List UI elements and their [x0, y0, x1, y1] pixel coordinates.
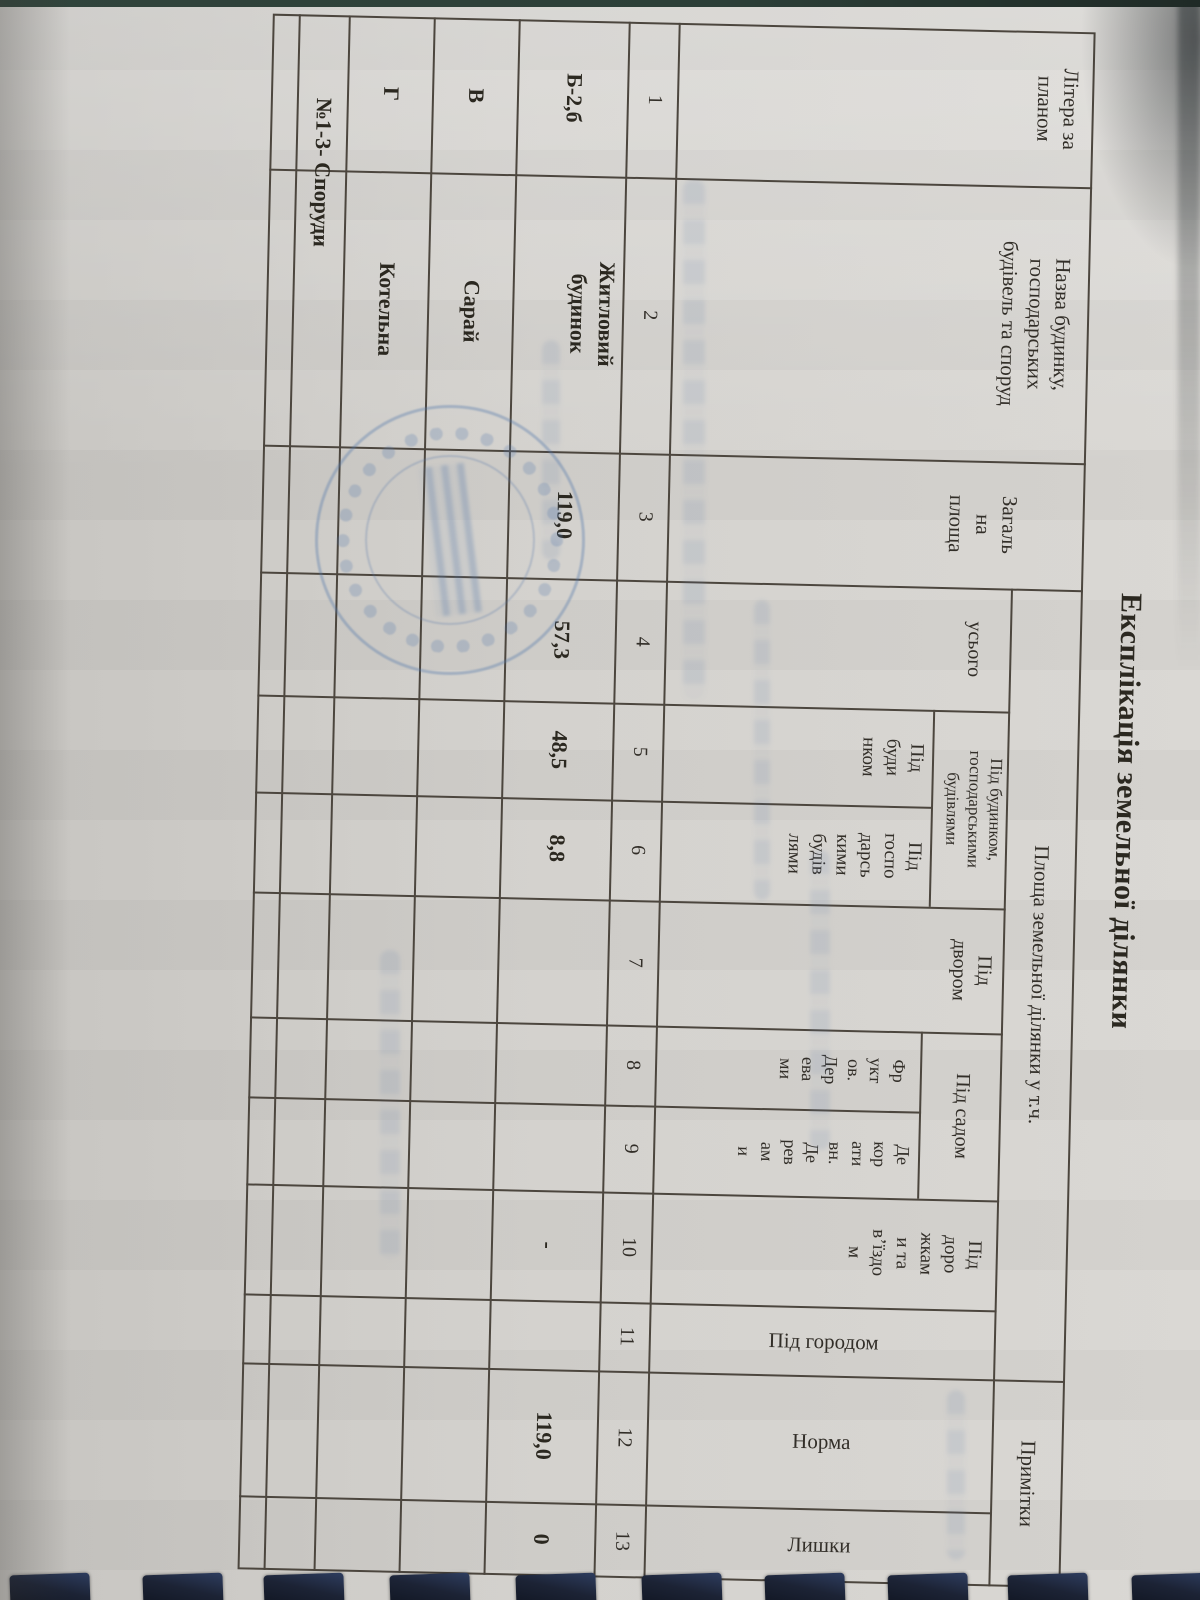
- table-row-2-cell-norm: [317, 1366, 405, 1497]
- column-number-13: 13: [610, 1530, 634, 1552]
- table-row-0-cell-decor_trees: [494, 1104, 606, 1189]
- table-row-1-cell-roads: [407, 1189, 494, 1297]
- table-row-0-cell-roads: -: [535, 1241, 561, 1250]
- page-bottom-shade: [0, 0, 70, 1600]
- column-number-4: 4: [631, 636, 654, 647]
- table-row-0-cell-under_house: 48,5: [546, 730, 573, 770]
- col-header-under_house: Під буди нком: [857, 736, 928, 777]
- page-top-shadow: [1178, 0, 1200, 760]
- col-header-norm: Норма: [647, 1374, 995, 1511]
- table-row-2-cell-under_house: [333, 698, 420, 793]
- table-row-1-cell-fruit_trees: [411, 1022, 498, 1100]
- table-row-0-cell-under_yard: [498, 899, 611, 1022]
- col-header-under_yard: Під двором: [947, 938, 996, 1002]
- col-header-total_incl: усього: [962, 621, 987, 678]
- column-number-10: 10: [617, 1236, 640, 1258]
- table-row-0-cell-norm: 119,0: [530, 1411, 558, 1461]
- col-header-under_garden: Під городом: [650, 1305, 996, 1378]
- binding-tab: [764, 1572, 846, 1600]
- column-number-5: 5: [628, 746, 651, 757]
- table-row-2-cell-surplus: [316, 1499, 403, 1571]
- binding-tab: [1007, 1572, 1089, 1600]
- column-number-6: 6: [626, 844, 649, 856]
- table-row-0-cell-letter: Б-2,б: [561, 73, 588, 124]
- bleed-through-mark: [380, 950, 400, 1260]
- col-header-under_farm: Під госпо дарсь кими будів лями: [783, 832, 926, 879]
- page-corner-shadow: [940, 0, 1200, 420]
- binding-tab: [1131, 1572, 1200, 1600]
- table-row-1-cell-under_garden: [405, 1299, 491, 1366]
- table-row-0-cell-under_garden: [490, 1301, 601, 1368]
- table-row-1-cell-surplus: [401, 1501, 488, 1573]
- column-number-12: 12: [613, 1427, 636, 1448]
- binding-tab: [515, 1572, 597, 1600]
- bleed-through-mark: [542, 340, 560, 560]
- table-row-1-cell-under_house: [418, 700, 505, 795]
- table-row-0-cell-surplus: 0: [529, 1533, 555, 1545]
- bleed-through-mark: [947, 1390, 965, 1560]
- binding-tab: [142, 1572, 224, 1600]
- table-row-1-cell-decor_trees: [409, 1102, 496, 1187]
- bleed-through-mark: [810, 850, 830, 1150]
- col-header-fruit_trees: Фр укт ов. Дер ева ми: [775, 1054, 910, 1085]
- column-number-9: 9: [619, 1143, 642, 1154]
- column-number-1: 1: [643, 94, 666, 106]
- col-header-notes: Примітки: [1014, 1440, 1041, 1528]
- column-number-7: 7: [623, 957, 647, 968]
- column-number-8: 8: [621, 1059, 644, 1071]
- bleed-through-mark: [754, 600, 770, 900]
- table-row-2-cell-letter: Г: [379, 86, 405, 102]
- table-row-0-cell-fruit_trees: [496, 1024, 608, 1102]
- binding-tab: [389, 1572, 471, 1600]
- col-header-house_farm_span: Під будинком, господарськими будівлями: [942, 750, 1007, 869]
- table-row-2-cell-under_garden: [320, 1297, 406, 1364]
- table-row-1-cell-letter: В: [464, 88, 490, 104]
- table-row-2-cell-under_yard: [328, 895, 416, 1018]
- col-header-roads: Під доро жкам и та в’їздо м: [844, 1229, 986, 1277]
- col-header-norm-label: Норма: [791, 1429, 851, 1455]
- table-row-0-cell-under_farm: 8,8: [544, 834, 571, 863]
- binding-tab: [887, 1572, 969, 1600]
- column-number-2: 2: [638, 310, 661, 321]
- column-number-11: 11: [615, 1326, 638, 1347]
- binding-tab: [641, 1572, 723, 1600]
- table-row-1-cell-norm: [402, 1368, 490, 1499]
- column-number-3: 3: [634, 511, 657, 522]
- bleed-through-mark: [683, 180, 705, 700]
- col-header-under_garden-label: Під городом: [768, 1327, 879, 1355]
- binding-tab: [263, 1572, 345, 1600]
- table-row-1-cell-under_yard: [413, 897, 501, 1020]
- table-row-3-cell-name: №1-3- Споруди: [308, 97, 337, 248]
- table-row-1-cell-under_farm: [416, 797, 503, 895]
- col-header-surplus-label: Лишки: [786, 1532, 851, 1558]
- col-header-garden_span: Під садом: [949, 1073, 974, 1160]
- photo-edge: [0, 0, 1200, 7]
- col-header-total_area: Загаль на площа: [943, 494, 1023, 555]
- table-row-2-cell-under_farm: [331, 795, 418, 893]
